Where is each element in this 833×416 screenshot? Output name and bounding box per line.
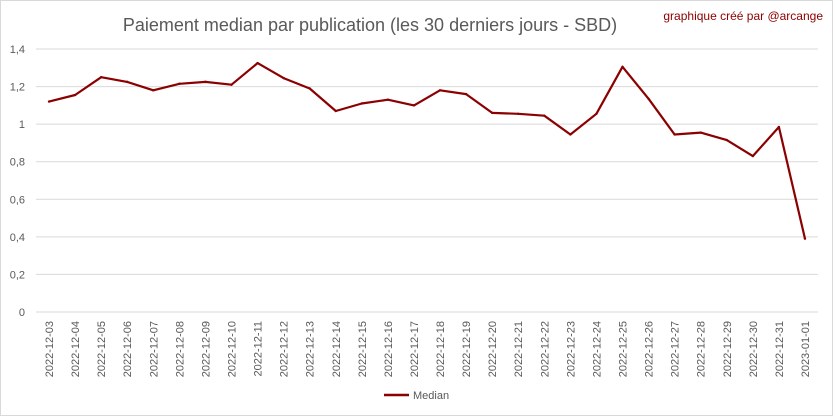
x-tick-label: 2022-12-24 [591,321,603,377]
x-tick-label: 2022-12-15 [357,321,369,377]
x-tick-label: 2022-12-04 [70,321,82,377]
data-point [412,104,416,107]
x-tick-label: 2022-12-12 [279,321,291,377]
x-tick-label: 2022-12-26 [644,321,656,377]
data-point [178,82,181,85]
data-point [464,92,468,96]
x-tick-label: 2022-12-27 [670,321,682,377]
x-tick-label: 2022-12-23 [565,321,577,377]
data-point [595,112,598,116]
x-tick-label: 2022-12-31 [774,321,786,377]
data-point [621,65,624,69]
data-point [803,237,807,240]
x-tick-label: 2022-12-25 [618,321,630,377]
x-tick-label: 2022-12-08 [174,321,186,377]
data-point [99,75,103,79]
data-point [543,114,546,117]
legend: Median [384,390,449,402]
data-point [126,80,129,84]
data-point [438,89,442,92]
data-point [256,61,259,65]
x-tick-label: 2022-12-19 [461,321,473,377]
data-point [517,112,520,116]
x-tick-label: 2022-12-09 [200,321,212,377]
data-point [360,102,364,105]
data-point [204,80,207,84]
data-point [490,111,494,115]
x-tick-label: 2022-12-10 [227,321,239,377]
x-tick-label: 2022-12-05 [96,321,108,377]
legend-label-median: Median [413,390,449,402]
x-tick-label: 2022-12-11 [253,321,265,376]
x-axis-ticks: 2022-12-03 2022-12-04 2022-12-05 2022-12-06… [44,321,812,377]
data-point [569,133,572,136]
x-tick-label: 2023-01-01 [800,321,812,377]
y-tick-label: 0,8 [10,157,25,169]
x-tick-label: 2022-12-20 [487,321,499,377]
data-point [751,154,755,158]
x-tick-label: 2022-12-17 [409,321,421,377]
data-point [47,100,51,103]
data-point [230,83,233,86]
y-tick-label: 1,2 [10,82,25,94]
y-tick-label: 0,4 [10,232,25,244]
y-tick-label: 1,4 [10,44,25,56]
x-tick-label: 2022-12-13 [305,321,317,377]
x-tick-label: 2022-12-29 [722,321,734,377]
data-point [777,125,781,129]
data-point [152,89,155,92]
x-tick-label: 2022-12-16 [383,321,395,377]
x-tick-label: 2022-12-06 [122,321,134,377]
x-tick-label: 2022-12-18 [435,321,447,377]
chart-credit: graphique créé par @arcange [663,9,823,23]
x-tick-label: 2022-12-22 [539,321,551,377]
data-point [282,76,285,80]
x-tick-label: 2022-12-03 [44,321,56,377]
data-point [673,133,676,136]
chart-title: Paiement median par publication (les 30 … [123,15,617,35]
data-point [725,138,728,142]
data-point [73,93,77,97]
gridlines [36,48,818,313]
data-point [647,97,650,100]
y-tick-label: 0,6 [10,194,25,206]
x-tick-label: 2022-12-30 [748,321,760,377]
series-line-median [48,61,807,239]
y-axis-ticks: 0 0,2 0,4 0,6 0,8 1 1,2 1,4 [10,44,25,319]
x-tick-label: 2022-12-21 [513,321,525,377]
x-tick-label: 2022-12-14 [331,321,343,377]
data-point [386,98,390,101]
data-point [334,109,337,113]
y-tick-label: 1 [19,119,25,131]
data-point [308,87,311,90]
x-tick-label: 2022-12-07 [148,321,160,377]
y-tick-label: 0,2 [10,269,25,281]
y-tick-label: 0 [19,307,25,319]
series-layer [47,61,807,240]
data-point [699,131,702,134]
x-tick-label: 2022-12-28 [696,321,708,377]
